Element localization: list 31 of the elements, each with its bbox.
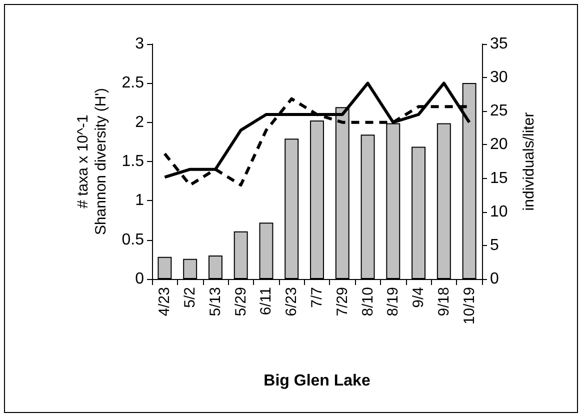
y-tick-label: 2.5	[122, 74, 144, 92]
y-tick-label: 3	[135, 36, 144, 52]
y2-tick-label: 20	[490, 136, 508, 154]
x-tick-label: 8/19	[384, 287, 402, 316]
y-tick-label: 1	[135, 192, 144, 210]
y2-axis-title: individuals/liter	[520, 112, 538, 211]
y-tick-label: 1.5	[122, 153, 144, 170]
y2-tick-label: 10	[490, 203, 508, 220]
y2-tick-label: 5	[490, 236, 499, 254]
y2-tick-label: 0	[490, 270, 499, 288]
y-tick-label: 0	[135, 270, 144, 288]
x-tick-label: 6/11	[258, 287, 275, 316]
x-tick-label: 5/29	[232, 287, 250, 316]
y2-tick-label: 35	[490, 36, 508, 52]
x-tick-label: 5/2	[182, 287, 199, 308]
x-axis-title: Big Glen Lake	[264, 372, 370, 390]
x-tick-label: 7/7	[308, 287, 326, 308]
y2-tick-label: 25	[490, 102, 508, 120]
x-tick-label: 5/13	[206, 287, 224, 316]
x-tick-label: 9/4	[410, 287, 428, 308]
y-axis-title: # taxa x 10^-1 Shannon diversity (H')	[74, 88, 110, 236]
x-tick-label: 8/10	[359, 287, 376, 316]
x-tick-label: 4/23	[156, 287, 174, 316]
y-tick-label: 0.5	[122, 231, 144, 248]
x-tick-label: 9/18	[435, 287, 452, 316]
y2-tick-label: 30	[490, 69, 508, 86]
x-tick-label: 7/29	[334, 287, 351, 316]
y-tick-label: 2	[135, 114, 144, 131]
x-tick-label: 6/23	[283, 287, 300, 316]
x-tick-label: 10/19	[460, 287, 478, 325]
y2-tick-label: 15	[490, 170, 508, 187]
